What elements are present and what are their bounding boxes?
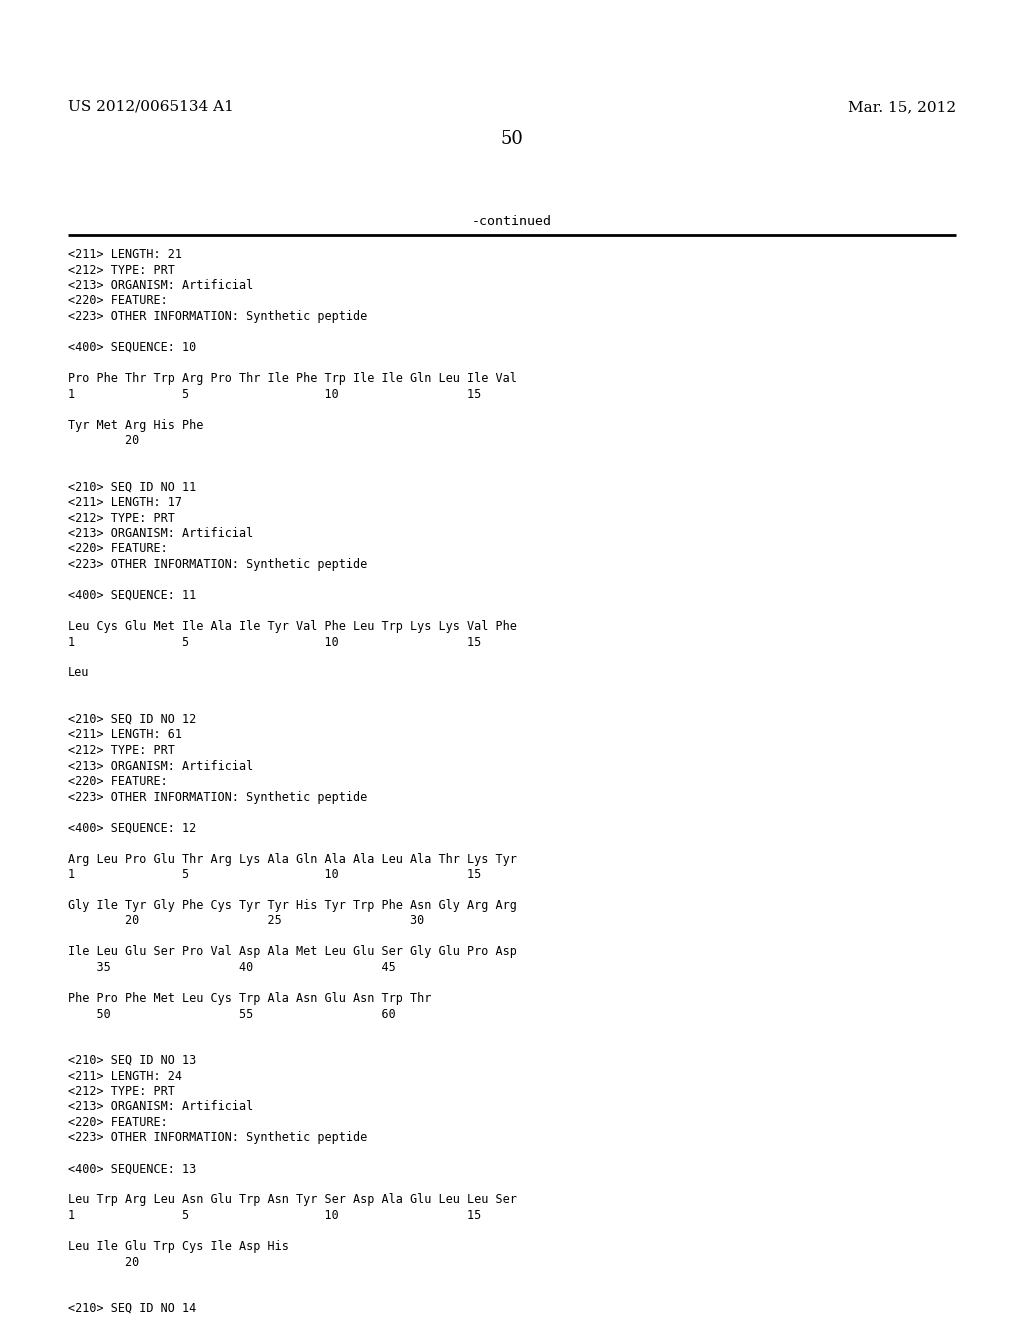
Text: <400> SEQUENCE: 13: <400> SEQUENCE: 13	[68, 1163, 197, 1176]
Text: <211> LENGTH: 61: <211> LENGTH: 61	[68, 729, 182, 742]
Text: US 2012/0065134 A1: US 2012/0065134 A1	[68, 100, 233, 114]
Text: <212> TYPE: PRT: <212> TYPE: PRT	[68, 511, 175, 524]
Text: <212> TYPE: PRT: <212> TYPE: PRT	[68, 264, 175, 276]
Text: -continued: -continued	[472, 215, 552, 228]
Text: 50                  55                  60: 50 55 60	[68, 1007, 395, 1020]
Text: <213> ORGANISM: Artificial: <213> ORGANISM: Artificial	[68, 759, 253, 772]
Text: <213> ORGANISM: Artificial: <213> ORGANISM: Artificial	[68, 279, 253, 292]
Text: <210> SEQ ID NO 12: <210> SEQ ID NO 12	[68, 713, 197, 726]
Text: 1               5                   10                  15: 1 5 10 15	[68, 1209, 481, 1222]
Text: <220> FEATURE:: <220> FEATURE:	[68, 775, 168, 788]
Text: <400> SEQUENCE: 12: <400> SEQUENCE: 12	[68, 821, 197, 834]
Text: <400> SEQUENCE: 10: <400> SEQUENCE: 10	[68, 341, 197, 354]
Text: Leu Trp Arg Leu Asn Glu Trp Asn Tyr Ser Asp Ala Glu Leu Leu Ser: Leu Trp Arg Leu Asn Glu Trp Asn Tyr Ser …	[68, 1193, 517, 1206]
Text: <223> OTHER INFORMATION: Synthetic peptide: <223> OTHER INFORMATION: Synthetic pepti…	[68, 558, 368, 572]
Text: <210> SEQ ID NO 14: <210> SEQ ID NO 14	[68, 1302, 197, 1315]
Text: <220> FEATURE:: <220> FEATURE:	[68, 543, 168, 556]
Text: <210> SEQ ID NO 13: <210> SEQ ID NO 13	[68, 1053, 197, 1067]
Text: 50: 50	[501, 129, 523, 148]
Text: <223> OTHER INFORMATION: Synthetic peptide: <223> OTHER INFORMATION: Synthetic pepti…	[68, 791, 368, 804]
Text: <400> SEQUENCE: 11: <400> SEQUENCE: 11	[68, 589, 197, 602]
Text: Leu Cys Glu Met Ile Ala Ile Tyr Val Phe Leu Trp Lys Lys Val Phe: Leu Cys Glu Met Ile Ala Ile Tyr Val Phe …	[68, 620, 517, 634]
Text: <212> TYPE: PRT: <212> TYPE: PRT	[68, 744, 175, 756]
Text: 20                  25                  30: 20 25 30	[68, 915, 424, 928]
Text: <213> ORGANISM: Artificial: <213> ORGANISM: Artificial	[68, 527, 253, 540]
Text: <213> ORGANISM: Artificial: <213> ORGANISM: Artificial	[68, 1101, 253, 1114]
Text: Leu Ile Glu Trp Cys Ile Asp His: Leu Ile Glu Trp Cys Ile Asp His	[68, 1239, 289, 1253]
Text: <211> LENGTH: 24: <211> LENGTH: 24	[68, 1069, 182, 1082]
Text: Tyr Met Arg His Phe: Tyr Met Arg His Phe	[68, 418, 204, 432]
Text: 1               5                   10                  15: 1 5 10 15	[68, 869, 481, 880]
Text: Gly Ile Tyr Gly Phe Cys Tyr Tyr His Tyr Trp Phe Asn Gly Arg Arg: Gly Ile Tyr Gly Phe Cys Tyr Tyr His Tyr …	[68, 899, 517, 912]
Text: Phe Pro Phe Met Leu Cys Trp Ala Asn Glu Asn Trp Thr: Phe Pro Phe Met Leu Cys Trp Ala Asn Glu …	[68, 993, 431, 1005]
Text: Ile Leu Glu Ser Pro Val Asp Ala Met Leu Glu Ser Gly Glu Pro Asp: Ile Leu Glu Ser Pro Val Asp Ala Met Leu …	[68, 945, 517, 958]
Text: <223> OTHER INFORMATION: Synthetic peptide: <223> OTHER INFORMATION: Synthetic pepti…	[68, 1131, 368, 1144]
Text: Arg Leu Pro Glu Thr Arg Lys Ala Gln Ala Ala Leu Ala Thr Lys Tyr: Arg Leu Pro Glu Thr Arg Lys Ala Gln Ala …	[68, 853, 517, 866]
Text: Leu: Leu	[68, 667, 89, 680]
Text: <212> TYPE: PRT: <212> TYPE: PRT	[68, 1085, 175, 1098]
Text: 20: 20	[68, 434, 139, 447]
Text: <211> LENGTH: 17: <211> LENGTH: 17	[68, 496, 182, 510]
Text: Pro Phe Thr Trp Arg Pro Thr Ile Phe Trp Ile Ile Gln Leu Ile Val: Pro Phe Thr Trp Arg Pro Thr Ile Phe Trp …	[68, 372, 517, 385]
Text: Mar. 15, 2012: Mar. 15, 2012	[848, 100, 956, 114]
Text: 1               5                   10                  15: 1 5 10 15	[68, 388, 481, 400]
Text: 35                  40                  45: 35 40 45	[68, 961, 395, 974]
Text: <220> FEATURE:: <220> FEATURE:	[68, 294, 168, 308]
Text: 20: 20	[68, 1255, 139, 1269]
Text: <210> SEQ ID NO 11: <210> SEQ ID NO 11	[68, 480, 197, 494]
Text: <211> LENGTH: 21: <211> LENGTH: 21	[68, 248, 182, 261]
Text: <220> FEATURE:: <220> FEATURE:	[68, 1115, 168, 1129]
Text: <223> OTHER INFORMATION: Synthetic peptide: <223> OTHER INFORMATION: Synthetic pepti…	[68, 310, 368, 323]
Text: 1               5                   10                  15: 1 5 10 15	[68, 635, 481, 648]
